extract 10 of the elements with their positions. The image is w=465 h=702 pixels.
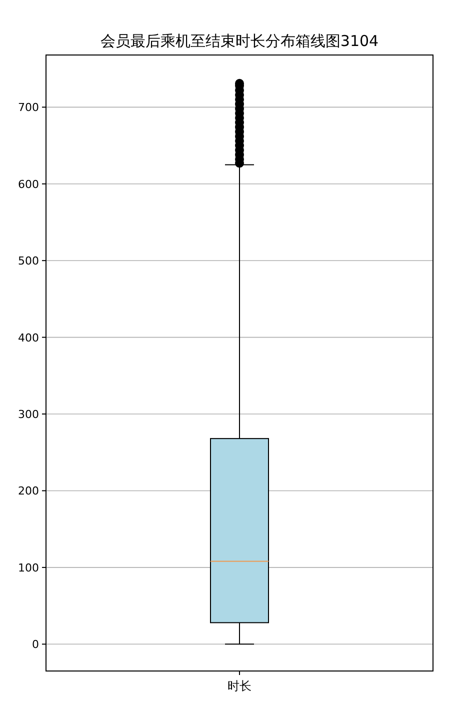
chart-title: 会员最后乘机至结束时长分布箱线图3104: [100, 32, 379, 50]
y-tick-label: 200: [18, 484, 39, 498]
y-tick-label: 100: [18, 561, 39, 574]
x-tick-label: 时长: [228, 679, 252, 693]
y-tick-label: 400: [18, 331, 39, 344]
y-tick-label: 300: [18, 408, 39, 422]
y-tick-label: 600: [18, 178, 39, 191]
y-tick-label: 500: [18, 254, 39, 268]
y-tick-label: 0: [32, 638, 39, 652]
y-tick-label: 700: [18, 101, 39, 114]
